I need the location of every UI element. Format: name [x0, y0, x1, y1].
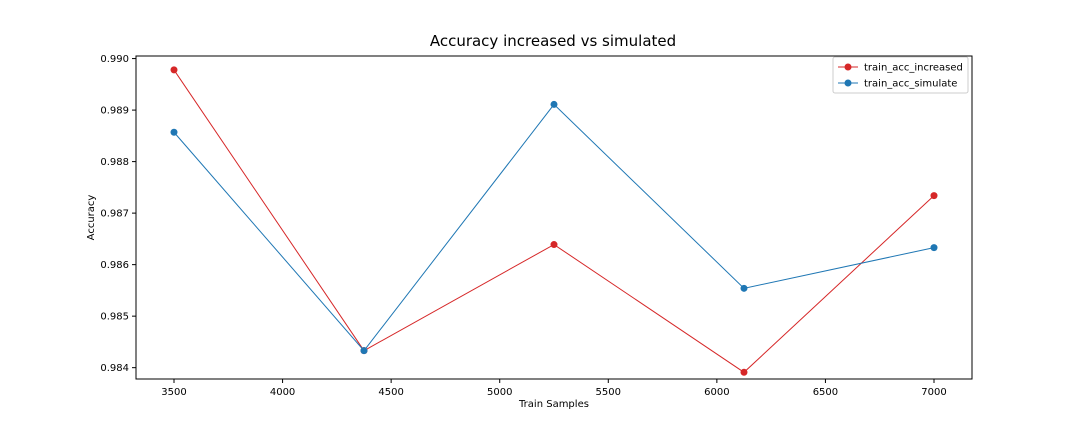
series-train_acc_simulate	[170, 100, 938, 355]
legend-marker	[844, 63, 852, 71]
legend-marker	[844, 79, 852, 87]
plot-frame	[135, 55, 973, 380]
x-tick-label: 6000	[704, 387, 729, 398]
data-point	[170, 66, 178, 74]
data-point	[930, 244, 938, 252]
x-tick-label: 6500	[813, 387, 838, 398]
data-point	[930, 192, 938, 200]
y-tick-label: 0.988	[100, 157, 129, 168]
y-tick-label: 0.984	[100, 363, 129, 374]
x-axis: 3500 4000 4500 5000 5500 6000 6500 7000	[161, 379, 947, 398]
series-line	[173, 69, 935, 373]
legend-label: train_acc_increased	[864, 63, 963, 74]
y-tick-label: 0.985	[100, 312, 129, 323]
y-tick-label: 0.986	[100, 260, 129, 271]
x-tick-label: 3500	[161, 387, 186, 398]
x-tick-label: 5500	[596, 387, 621, 398]
legend: train_acc_increased train_acc_simulate	[832, 56, 969, 94]
x-axis-label: Train Samples	[518, 399, 589, 410]
data-point	[740, 368, 748, 376]
legend-item: train_acc_simulate	[838, 79, 957, 90]
x-tick-label: 4000	[270, 387, 295, 398]
data-point	[740, 284, 748, 292]
y-axis: 0.984 0.985 0.986 0.987 0.988 0.989 0.990	[100, 54, 136, 374]
y-tick-label: 0.987	[100, 209, 129, 220]
plot-area	[170, 66, 938, 376]
y-tick-label: 0.990	[100, 54, 129, 65]
chart-title: Accuracy increased vs simulated	[430, 32, 676, 50]
data-point	[170, 128, 178, 136]
x-tick-label: 4500	[378, 387, 403, 398]
data-point	[360, 347, 368, 355]
legend-item: train_acc_increased	[838, 63, 963, 74]
x-tick-label: 7000	[921, 387, 946, 398]
y-tick-label: 0.989	[100, 106, 129, 117]
x-tick-label: 5000	[487, 387, 512, 398]
data-point	[550, 100, 558, 108]
series-line	[173, 103, 935, 352]
y-axis-label: Accuracy	[86, 195, 97, 241]
series-train_acc_increased	[170, 66, 938, 376]
legend-label: train_acc_simulate	[864, 79, 957, 90]
legend-box	[832, 56, 969, 94]
data-point	[550, 241, 558, 249]
